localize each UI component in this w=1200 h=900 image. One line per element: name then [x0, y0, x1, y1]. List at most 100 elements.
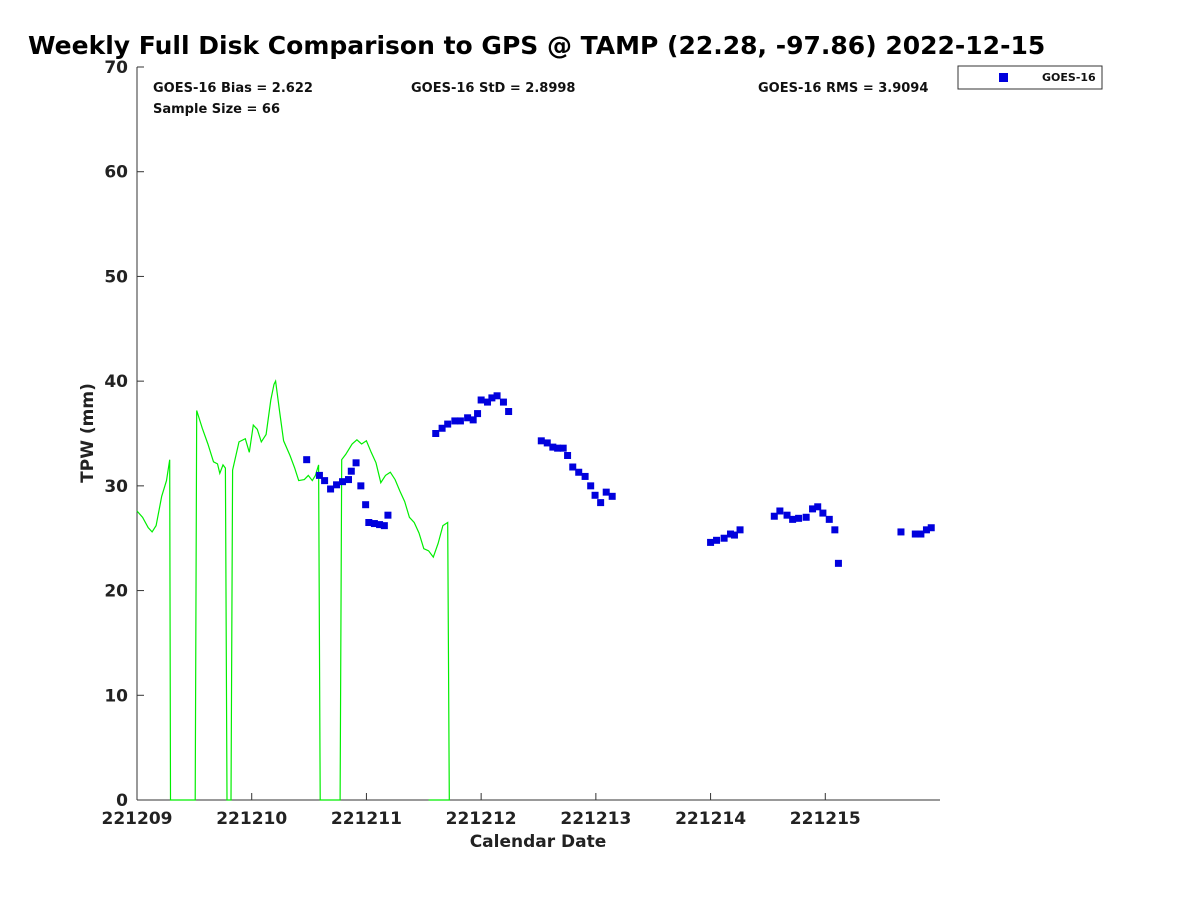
goes16-point: [597, 499, 605, 507]
legend-label: GOES-16: [1042, 71, 1096, 84]
y-tick-label: 40: [104, 372, 128, 392]
x-axis-label: Calendar Date: [470, 832, 607, 852]
goes16-point: [713, 536, 721, 544]
goes16-point: [770, 512, 778, 520]
legend-marker: [999, 73, 1008, 82]
goes16-point: [537, 437, 545, 445]
goes16-point: [917, 530, 925, 538]
goes16-point: [730, 531, 738, 539]
goes16-point: [897, 528, 905, 536]
goes16-point: [834, 559, 842, 567]
goes16-point: [357, 482, 365, 490]
goes16-point: [339, 478, 347, 486]
x-tick-label: 221215: [790, 809, 861, 829]
goes16-point: [438, 424, 446, 432]
sample-size-stat: Sample Size = 66: [153, 102, 280, 117]
goes16-point: [591, 491, 599, 499]
goes16-point: [347, 467, 355, 475]
goes16-point: [469, 416, 477, 424]
chart-title: Weekly Full Disk Comparison to GPS @ TAM…: [28, 31, 1045, 60]
y-tick-label: 70: [104, 58, 128, 78]
y-tick-label: 0: [116, 791, 128, 811]
bias-stat: GOES-16 Bias = 2.622: [153, 81, 313, 96]
goes16-point: [499, 398, 507, 406]
goes16-point: [432, 430, 440, 437]
x-tick-label: 221210: [216, 809, 287, 829]
gps-line-layer: [136, 379, 450, 801]
y-tick-label: 60: [104, 163, 128, 183]
goes16-point: [380, 522, 388, 530]
goes16-point: [720, 534, 728, 542]
goes16-point: [345, 476, 353, 484]
goes16-point: [736, 526, 744, 534]
x-tick-label: 221209: [102, 809, 173, 829]
goes16-point: [474, 410, 482, 418]
goes16-point: [370, 520, 378, 528]
goes16-point: [365, 519, 373, 527]
goes16-point: [922, 526, 930, 534]
goes16-point: [315, 471, 323, 479]
goes16-point: [352, 459, 360, 467]
stats-annotations: GOES-16 Bias = 2.622 GOES-16 StD = 2.899…: [153, 81, 928, 117]
y-tick-label: 30: [104, 477, 128, 497]
std-stat: GOES-16 StD = 2.8998: [411, 81, 575, 96]
goes16-point: [911, 530, 919, 538]
y-tick-label: 20: [104, 582, 128, 602]
goes16-point: [549, 443, 557, 451]
goes16-point: [362, 501, 370, 509]
goes16-point: [384, 511, 392, 519]
goes16-point: [464, 414, 472, 422]
y-axis-label: TPW (mm): [78, 383, 98, 483]
goes16-point: [814, 503, 822, 511]
x-tick-label: 221213: [560, 809, 631, 829]
y-tick-label: 50: [104, 267, 128, 287]
goes16-point: [825, 515, 833, 523]
goes16-scatter-layer: [303, 392, 935, 567]
goes16-point: [321, 477, 329, 485]
rms-stat: GOES-16 RMS = 3.9094: [758, 81, 928, 96]
goes16-point: [559, 444, 567, 452]
x-tick-label: 221211: [331, 809, 402, 829]
y-axis-ticks: 0 10 20 30 40 50 60 70: [104, 58, 144, 811]
goes16-point: [484, 398, 492, 406]
goes16-point: [505, 408, 513, 416]
goes16-point: [303, 456, 311, 464]
goes16-point: [488, 394, 496, 402]
y-tick-label: 10: [104, 686, 128, 706]
gps-series-line: [136, 379, 450, 801]
x-tick-label: 221212: [446, 809, 517, 829]
goes16-point: [451, 417, 459, 425]
goes16-point: [809, 505, 817, 513]
plot-area: [136, 67, 940, 801]
legend-box: [957, 65, 1103, 90]
goes16-point: [327, 485, 335, 493]
goes16-point: [493, 392, 501, 400]
goes16-point: [608, 492, 616, 500]
plot-frame: [137, 67, 940, 800]
goes16-point: [789, 515, 797, 523]
goes16-point: [554, 444, 562, 452]
goes16-point: [776, 507, 784, 515]
goes16-point: [569, 463, 577, 471]
goes16-point: [783, 511, 791, 519]
goes16-point: [564, 451, 572, 459]
goes16-point: [819, 509, 827, 517]
x-axis-ticks: 221209 221210 221211 221212 221213 221214 2212…: [102, 793, 861, 829]
goes16-point: [581, 472, 589, 480]
goes16-point: [575, 468, 583, 476]
x-tick-label: 221214: [675, 809, 746, 829]
goes16-point: [707, 538, 715, 546]
goes16-point: [726, 530, 734, 538]
goes16-point: [477, 396, 485, 404]
goes16-point: [795, 514, 803, 522]
goes16-point: [927, 524, 935, 532]
goes16-point: [543, 439, 551, 447]
goes16-point: [831, 526, 839, 534]
goes16-point: [602, 488, 610, 496]
goes16-point: [444, 420, 452, 428]
goes16-point: [376, 521, 384, 529]
goes16-point: [333, 481, 341, 489]
goes16-point: [802, 513, 810, 521]
goes16-point: [587, 482, 595, 490]
